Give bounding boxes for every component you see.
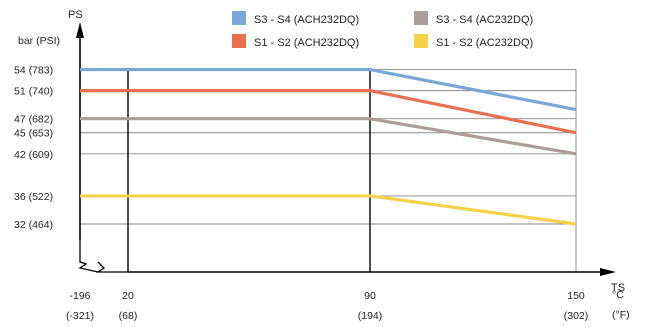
legend-label-1: S1 - S2 (ACH232DQ): [254, 37, 359, 49]
legend-swatch-1: [232, 34, 246, 48]
x-axis-unit-f: (°F): [612, 309, 630, 321]
x-axis-title: TS: [611, 282, 625, 294]
x-axis-unit-c: °C: [612, 289, 624, 301]
x-tick-sublabel: (194): [358, 310, 383, 322]
x-tick-sublabel: (302): [564, 310, 589, 322]
legend-label-3: S1 - S2 (AC232DQ): [436, 37, 533, 49]
x-axis-arrow: [600, 268, 616, 276]
y-tick-label: 51 (740): [14, 86, 53, 98]
y-axis-arrow: [76, 22, 84, 38]
series-lines: [80, 67, 577, 226]
y-tick-label: 42 (609): [14, 149, 53, 161]
y-tick-label: 36 (522): [14, 191, 53, 203]
axes: [76, 22, 616, 276]
y-axis-unit: bar (PSI): [18, 35, 60, 47]
legend-swatch-0: [232, 11, 246, 25]
y-tick-label: 32 (464): [14, 219, 53, 231]
y-axis-break: [78, 240, 99, 273]
legend-label-2: S3 - S4 (AC232DQ): [436, 14, 533, 26]
x-tick-sublabel: (-321): [66, 310, 94, 322]
legend-swatch-2: [414, 11, 428, 25]
legend-label-0: S3 - S4 (ACH232DQ): [254, 14, 359, 26]
y-tick-label: 45 (653): [14, 128, 53, 140]
legend: S3 - S4 (ACH232DQ) S1 - S2 (ACH232DQ) S3 -…: [232, 11, 533, 49]
series-line-1: [80, 89, 577, 135]
series-line-0: [80, 67, 577, 112]
tick-labels: 32 (464) 36 (522) 42 (609) 45 (653) 47 (682)…: [14, 65, 588, 322]
y-axis-title: PS: [68, 9, 83, 21]
x-tick-sublabel: (68): [119, 310, 138, 322]
y-tick-label: 47 (682): [14, 114, 53, 126]
x-tick-label: 20: [122, 290, 134, 302]
series-line-2: [80, 117, 577, 156]
x-tick-label: 150: [567, 290, 585, 302]
grid: [80, 69, 577, 272]
x-tick-label: -196: [69, 290, 90, 302]
y-tick-label: 54 (783): [14, 65, 53, 77]
series-line-3: [80, 194, 577, 226]
x-tick-label: 90: [364, 290, 376, 302]
legend-swatch-3: [414, 34, 428, 48]
x-axis-break: [95, 261, 128, 273]
